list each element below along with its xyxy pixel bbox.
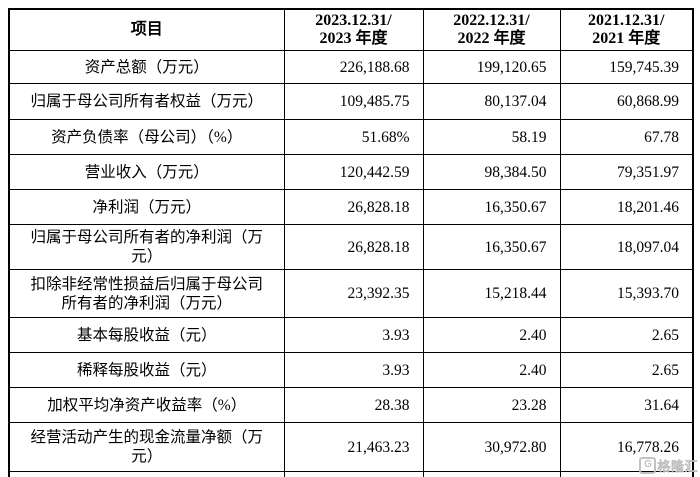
value-2021: 159,745.39 [559,50,694,84]
value-2021: 31.64 [559,387,694,423]
value-2023: 3.93 [283,317,424,353]
table-row-revenue: 营业收入（万元） 120,442.59 98,384.50 79,351.97 [8,154,694,190]
header-2022-year: 2022 年度 [457,30,526,47]
value-2021: 18,201.46 [559,189,694,225]
table-row-total-assets: 资产总额（万元） 226,188.68 199,120.65 159,745.3… [8,50,694,84]
value-2023: 226,188.68 [283,50,424,84]
value-2022: 23.28 [422,387,561,423]
table-row-debt-ratio: 资产负债率（母公司）（%） 51.68% 58.19 67.78 [8,119,694,155]
value-2022: 2.40 [422,317,561,353]
value-2023: 26,828.18 [283,189,424,225]
value-2021: 18,097.04 [559,224,694,270]
value-2023: 23,392.35 [283,269,424,318]
value-2022: 98,384.50 [422,154,561,190]
value-2023: 21,463.23 [283,422,424,472]
row-label: 资产总额（万元） [8,50,285,84]
row-label: 稀释每股收益（元） [8,352,285,388]
row-label: 营业收入（万元） [8,154,285,190]
row-label: 归属于母公司所有者权益（万元） [8,83,285,120]
value-2023: 26,828.18 [283,224,424,270]
table-header: 项目 2023.12.31/ 2023 年度 2022.12.31/ 2022 … [8,8,694,51]
value-2022: 58.19 [422,119,561,155]
header-cell-item: 项目 [8,8,285,51]
row-label: 经营活动产生的现金流量净额（万元） [8,422,285,472]
header-2023-year: 2023 年度 [319,30,388,47]
value-2022: 30,972.80 [422,422,561,472]
table-row-parent-equity: 归属于母公司所有者权益（万元） 109,485.75 80,137.04 60,… [8,83,694,120]
financial-summary-table: 项目 2023.12.31/ 2023 年度 2022.12.31/ 2022 … [8,8,694,477]
header-2023-date: 2023.12.31/ [315,12,392,29]
table-row-net-profit: 净利润（万元） 26,828.18 16,350.67 18,201.46 [8,189,694,225]
value-2023: 3.93 [283,352,424,388]
table-body: 资产总额（万元） 226,188.68 199,120.65 159,745.3… [8,50,694,477]
row-label: 归属于母公司所有者的净利润（万元） [8,224,285,270]
row-label: 现金分红（万元） [8,471,285,477]
value-2021: 79,351.97 [559,154,694,190]
header-cell-2023: 2023.12.31/ 2023 年度 [283,8,424,51]
header-2022-date: 2022.12.31/ [453,12,530,29]
table-row-cash-dividend: 现金分红（万元） - - 20,475.00 [8,471,694,477]
header-cell-2022: 2022.12.31/ 2022 年度 [422,8,561,51]
value-2022: - [422,471,561,477]
value-2023: 120,442.59 [283,154,424,190]
table-row-basic-eps: 基本每股收益（元） 3.93 2.40 2.65 [8,317,694,353]
header-cell-2021: 2021.12.31/ 2021 年度 [559,8,694,51]
row-label: 加权平均净资产收益率（%） [8,387,285,423]
header-item-label: 项目 [130,21,163,38]
value-2022: 16,350.67 [422,224,561,270]
value-2021: 2.65 [559,317,694,353]
value-2021: 15,393.70 [559,269,694,318]
value-2023: 28.38 [283,387,424,423]
value-2022: 15,218.44 [422,269,561,318]
value-2021: 67.78 [559,119,694,155]
value-2023: 51.68% [283,119,424,155]
row-label: 扣除非经常性损益后归属于母公司所有者的净利润（万元） [8,269,285,318]
row-label: 净利润（万元） [8,189,285,225]
table-row-weighted-roe: 加权平均净资产收益率（%） 28.38 23.28 31.64 [8,387,694,423]
value-2021: 16,778.26 [559,422,694,472]
value-2022: 199,120.65 [422,50,561,84]
value-2021: 60,868.99 [559,83,694,120]
value-2022: 2.40 [422,352,561,388]
table-row-parent-net-profit: 归属于母公司所有者的净利润（万元） 26,828.18 16,350.67 18… [8,224,694,270]
header-2021-year: 2021 年度 [592,30,661,47]
table-row-operating-cash-flow: 经营活动产生的现金流量净额（万元） 21,463.23 30,972.80 16… [8,422,694,472]
value-2023: - [283,471,424,477]
header-2021-date: 2021.12.31/ [588,12,665,29]
value-2022: 16,350.67 [422,189,561,225]
value-2023: 109,485.75 [283,83,424,120]
table-row-deducted-net-profit: 扣除非经常性损益后归属于母公司所有者的净利润（万元） 23,392.35 15,… [8,269,694,318]
row-label: 基本每股收益（元） [8,317,285,353]
value-2022: 80,137.04 [422,83,561,120]
table-row-diluted-eps: 稀释每股收益（元） 3.93 2.40 2.65 [8,352,694,388]
value-2021: 2.65 [559,352,694,388]
row-label: 资产负债率（母公司）（%） [8,119,285,155]
value-2021: 20,475.00 [559,471,694,477]
header-row: 项目 2023.12.31/ 2023 年度 2022.12.31/ 2022 … [8,8,694,51]
